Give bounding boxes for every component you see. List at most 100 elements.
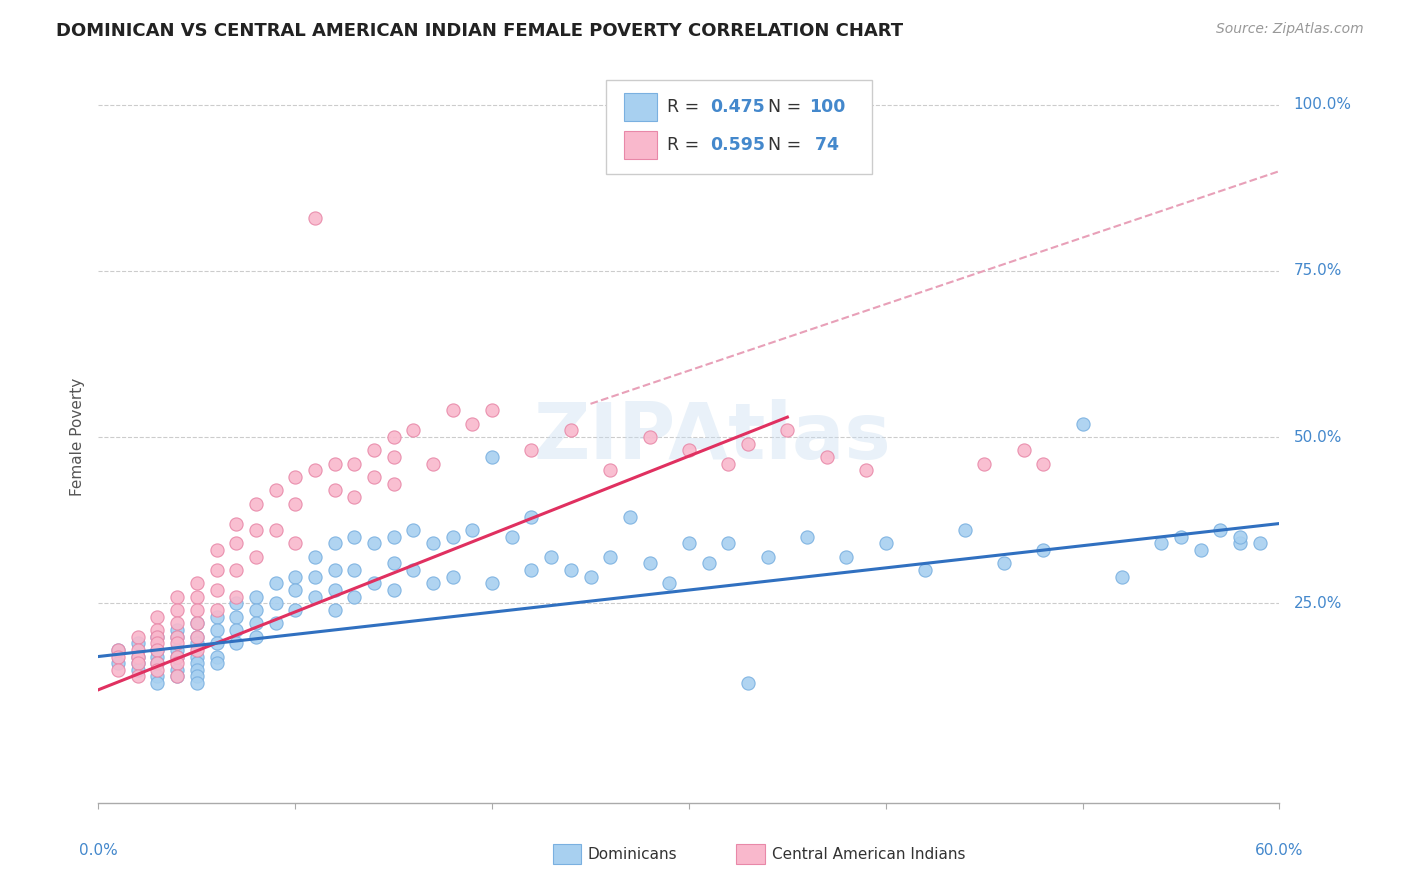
Text: Central American Indians: Central American Indians: [772, 847, 965, 862]
Point: [146, 609, 169, 624]
Point: [304, 463, 326, 477]
Text: Source: ZipAtlas.com: Source: ZipAtlas.com: [1216, 22, 1364, 37]
Point: [146, 643, 169, 657]
Point: [166, 649, 188, 664]
Point: [1170, 530, 1192, 544]
Point: [107, 643, 129, 657]
Point: [304, 590, 326, 604]
FancyBboxPatch shape: [624, 131, 657, 159]
Point: [1249, 536, 1271, 550]
Point: [599, 463, 621, 477]
Text: 25.0%: 25.0%: [1294, 596, 1341, 611]
Point: [304, 570, 326, 584]
Point: [284, 470, 307, 484]
Point: [481, 576, 503, 591]
Point: [127, 636, 149, 650]
Point: [441, 403, 464, 417]
FancyBboxPatch shape: [553, 844, 582, 864]
Point: [146, 643, 169, 657]
Point: [993, 557, 1015, 571]
Point: [343, 590, 366, 604]
Point: [146, 669, 169, 683]
Point: [1229, 536, 1251, 550]
Point: [225, 636, 247, 650]
Point: [146, 636, 169, 650]
Point: [343, 490, 366, 504]
Point: [127, 643, 149, 657]
Point: [619, 509, 641, 524]
Point: [186, 643, 208, 657]
Point: [441, 530, 464, 544]
Point: [127, 656, 149, 670]
Point: [166, 649, 188, 664]
Point: [1012, 443, 1035, 458]
Point: [363, 536, 385, 550]
Point: [245, 590, 267, 604]
Point: [225, 609, 247, 624]
Point: [756, 549, 779, 564]
FancyBboxPatch shape: [737, 844, 765, 864]
Point: [264, 483, 287, 498]
Point: [146, 676, 169, 690]
Point: [166, 643, 188, 657]
Text: 100.0%: 100.0%: [1294, 97, 1351, 112]
Point: [186, 649, 208, 664]
Point: [579, 570, 602, 584]
Point: [441, 570, 464, 584]
Point: [1209, 523, 1232, 537]
Point: [225, 596, 247, 610]
Point: [264, 596, 287, 610]
Point: [638, 430, 661, 444]
Point: [323, 457, 346, 471]
Point: [835, 549, 858, 564]
Point: [127, 649, 149, 664]
Point: [166, 669, 188, 683]
Point: [1111, 570, 1133, 584]
Text: 60.0%: 60.0%: [1256, 843, 1303, 858]
Point: [973, 457, 995, 471]
Point: [875, 536, 897, 550]
Point: [245, 616, 267, 631]
Point: [186, 630, 208, 644]
Text: N =: N =: [768, 136, 807, 154]
Point: [205, 636, 228, 650]
Point: [127, 663, 149, 677]
Point: [245, 523, 267, 537]
Point: [107, 656, 129, 670]
Point: [166, 656, 188, 670]
Point: [323, 603, 346, 617]
Text: 100: 100: [810, 98, 846, 116]
Point: [658, 576, 681, 591]
Point: [186, 590, 208, 604]
Text: DOMINICAN VS CENTRAL AMERICAN INDIAN FEMALE POVERTY CORRELATION CHART: DOMINICAN VS CENTRAL AMERICAN INDIAN FEM…: [56, 22, 904, 40]
Point: [382, 557, 405, 571]
Text: 0.595: 0.595: [710, 136, 765, 154]
Point: [166, 630, 188, 644]
Point: [520, 563, 543, 577]
Text: 50.0%: 50.0%: [1294, 430, 1341, 444]
Point: [186, 630, 208, 644]
Point: [323, 483, 346, 498]
Point: [225, 536, 247, 550]
Point: [520, 509, 543, 524]
Point: [1229, 530, 1251, 544]
Text: N =: N =: [768, 98, 807, 116]
Point: [264, 523, 287, 537]
Point: [402, 424, 425, 438]
Point: [520, 443, 543, 458]
Point: [107, 643, 129, 657]
Point: [205, 609, 228, 624]
Point: [560, 563, 582, 577]
Point: [422, 536, 444, 550]
Point: [166, 663, 188, 677]
Text: 0.0%: 0.0%: [79, 843, 118, 858]
Point: [717, 457, 740, 471]
Point: [186, 636, 208, 650]
Point: [953, 523, 976, 537]
Text: 74: 74: [810, 136, 839, 154]
Point: [146, 630, 169, 644]
Point: [225, 516, 247, 531]
Point: [186, 616, 208, 631]
Point: [166, 616, 188, 631]
Point: [914, 563, 936, 577]
